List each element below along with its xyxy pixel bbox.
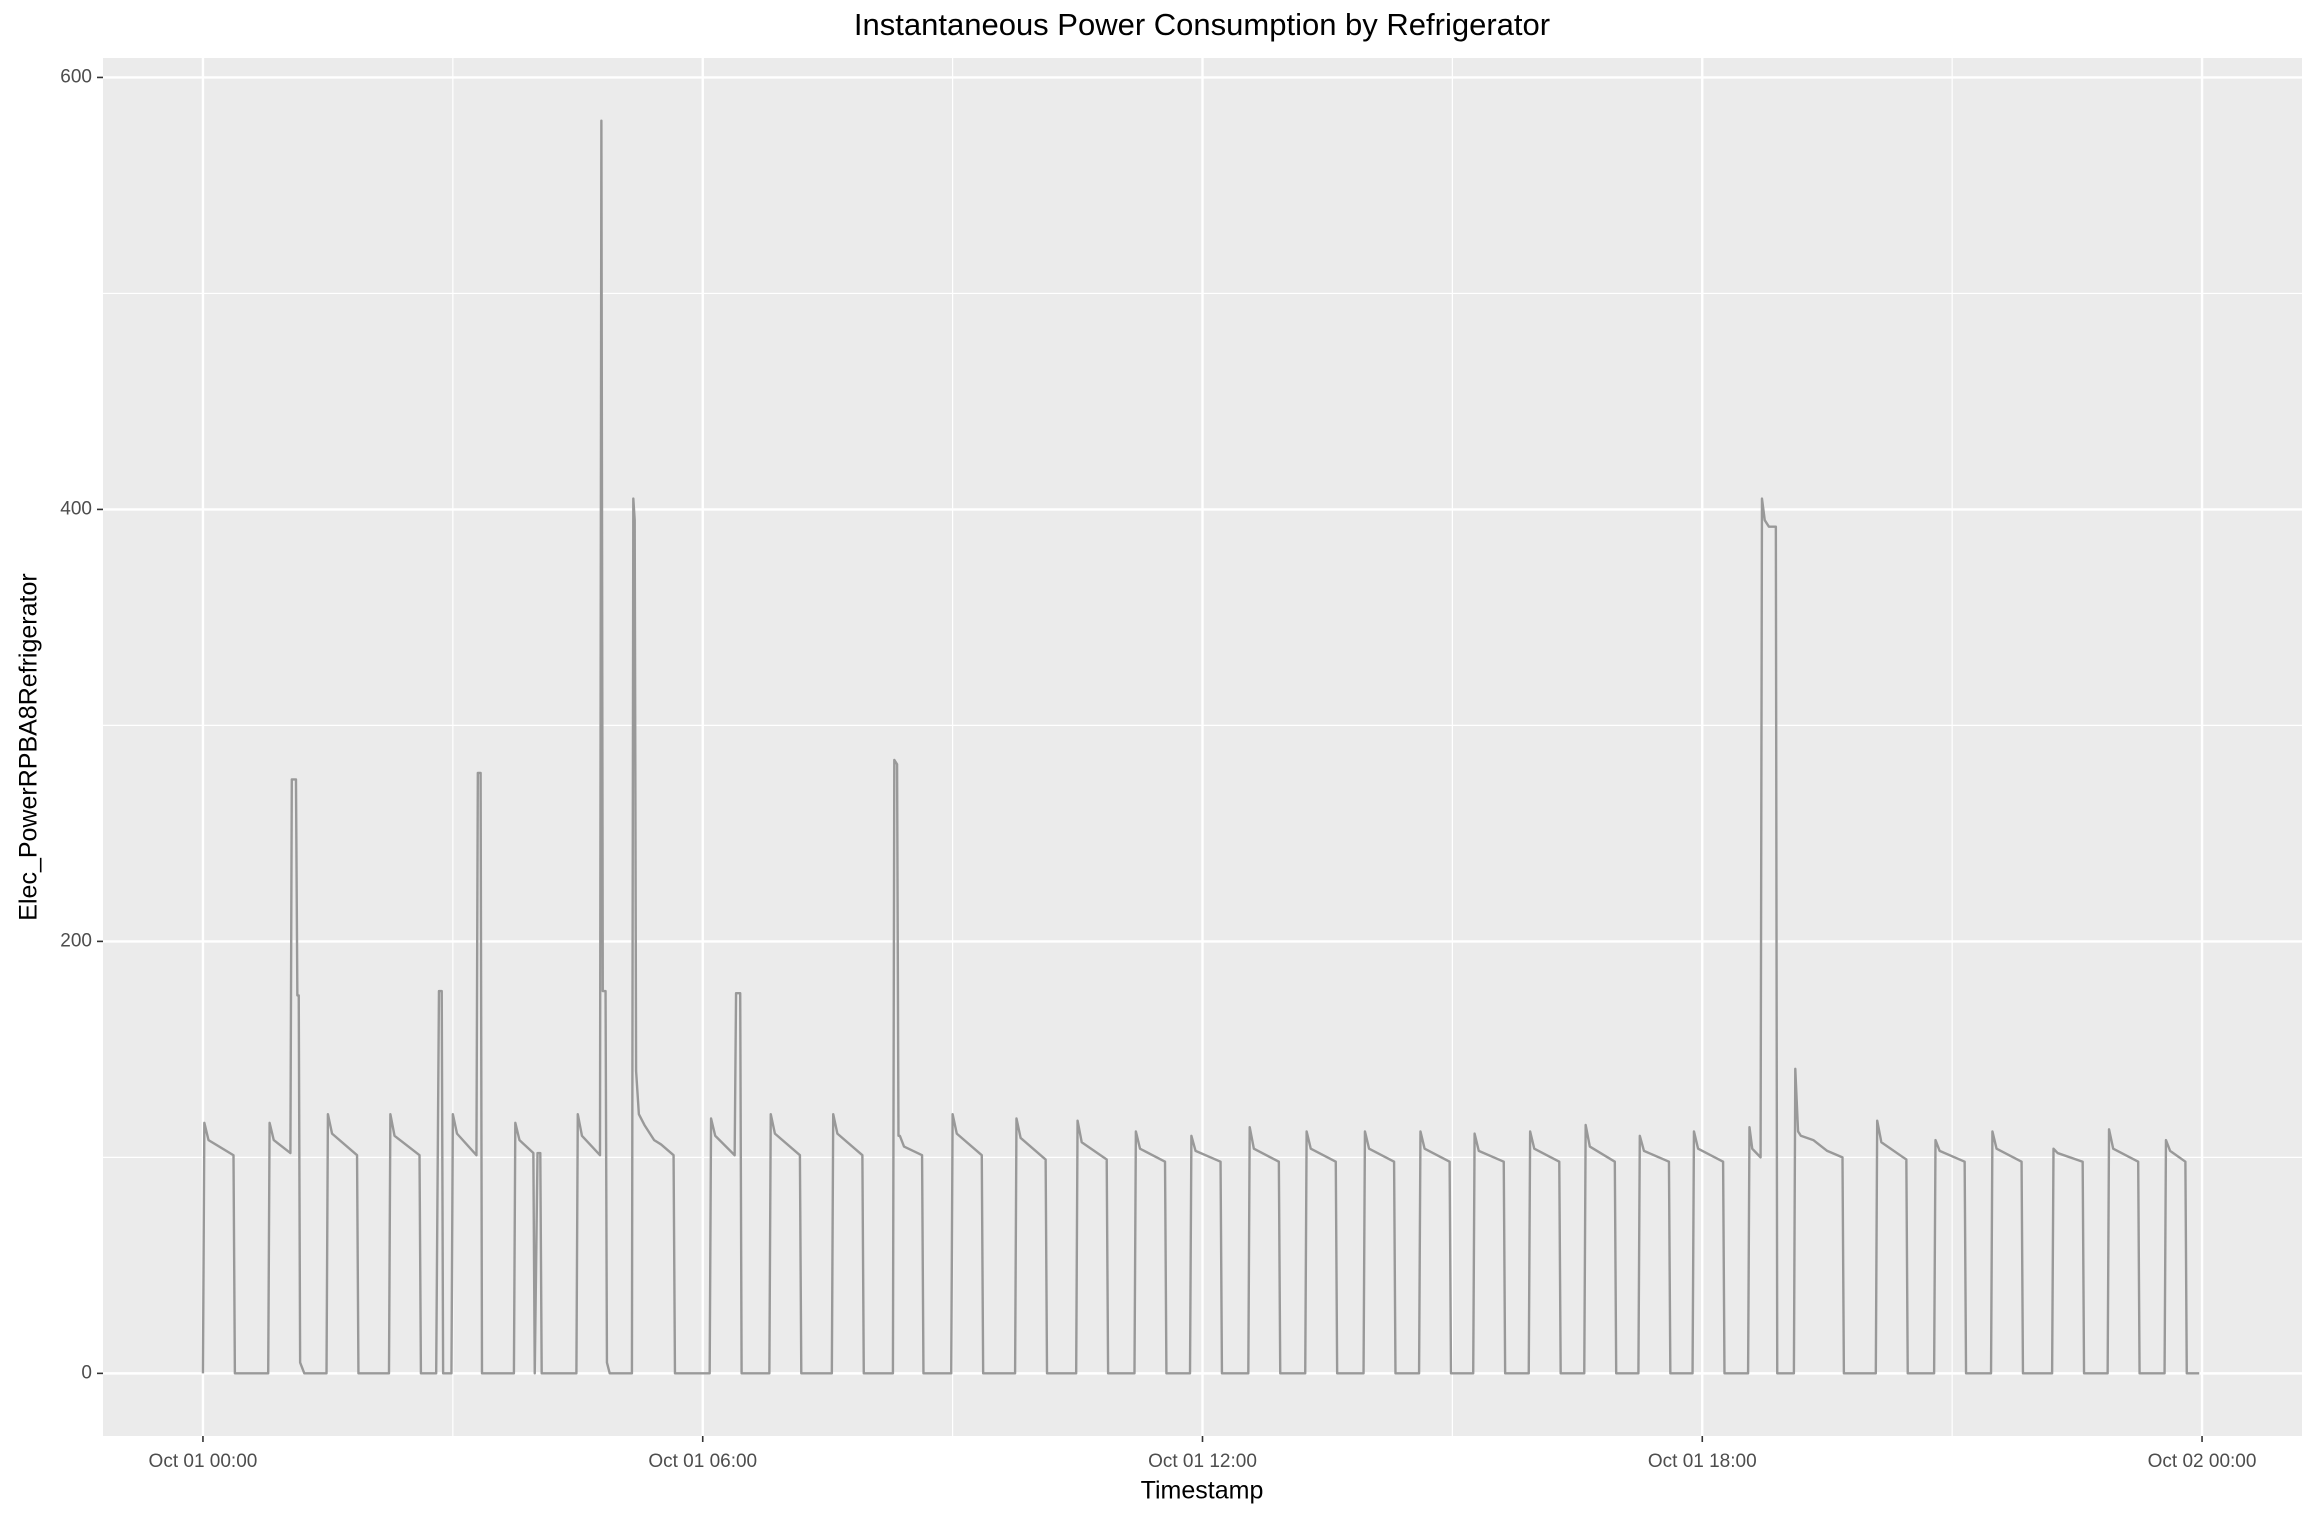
- axes: 0 200 400 600 Oct 01 00:00 Oct 01 06:00 Oct 01…: [60, 66, 2256, 1472]
- x-tick-label: Oct 01 12:00: [1148, 1451, 1257, 1472]
- x-axis-title: Timestamp: [1141, 1477, 1264, 1505]
- y-axis-title: Elec_PowerRPBA8Refrigerator: [15, 573, 43, 920]
- x-tick-label: Oct 02 00:00: [2148, 1451, 2257, 1472]
- chart-title: Instantaneous Power Consumption by Refri…: [854, 7, 1550, 42]
- x-tick-label: Oct 01 18:00: [1648, 1451, 1757, 1472]
- y-tick-label: 600: [60, 66, 92, 87]
- marks: [201, 119, 2200, 1375]
- grid: [103, 58, 2302, 1436]
- x-tick-label: Oct 01 00:00: [149, 1451, 258, 1472]
- data-line: [201, 119, 2200, 1375]
- y-tick-label: 0: [81, 1362, 92, 1383]
- x-tick-label: Oct 01 06:00: [648, 1451, 757, 1472]
- y-tick-label: 200: [60, 930, 92, 951]
- y-tick-label: 400: [60, 498, 92, 519]
